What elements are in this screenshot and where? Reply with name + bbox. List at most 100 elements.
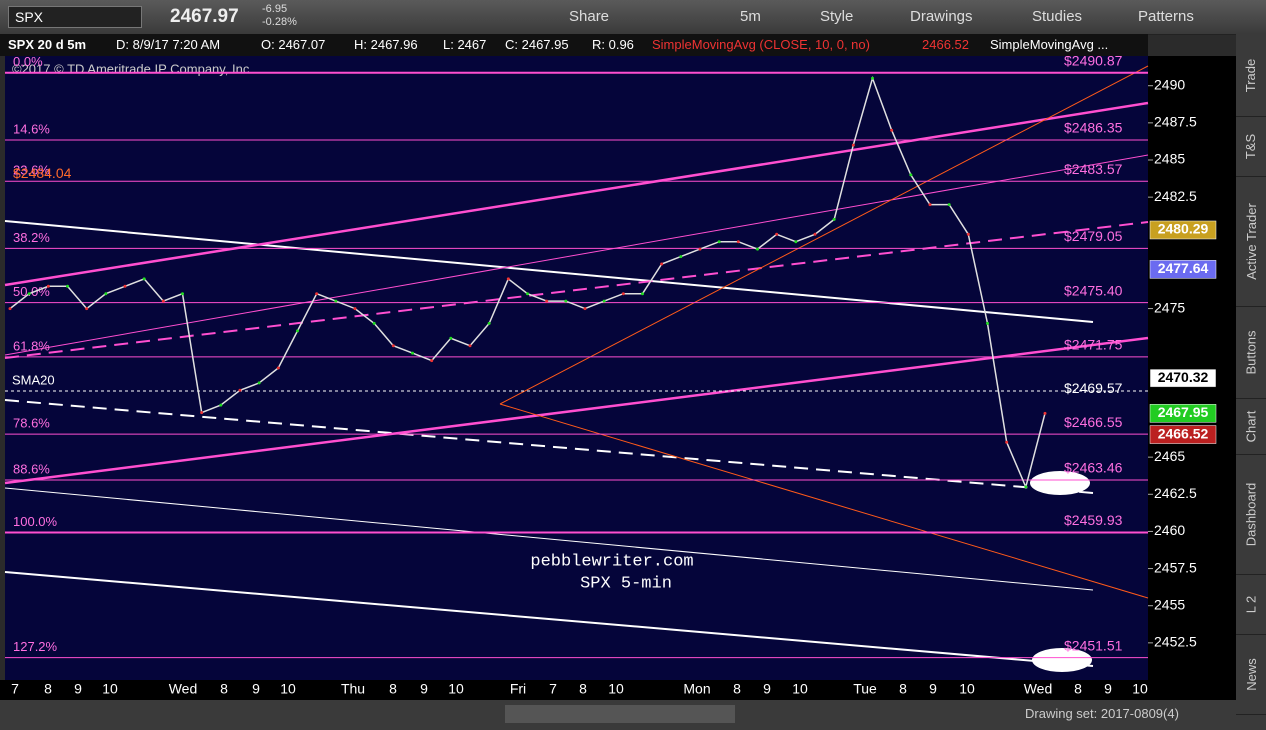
info: R: 0.96	[592, 37, 634, 52]
info: D: 8/9/17 7:20 AM	[116, 37, 221, 52]
side-tab-label: Active Trader	[1243, 202, 1259, 280]
fib-label: 14.6%	[13, 121, 50, 136]
change: -6.95	[262, 3, 288, 15]
info: H: 2467.96	[354, 37, 418, 52]
side-tab[interactable]: Chart	[1236, 398, 1266, 455]
fib-label: 100.0%	[13, 514, 58, 529]
fib-label: 127.2%	[13, 639, 58, 654]
time-axis-bg	[0, 680, 1236, 700]
fib-label: 23.6%	[13, 163, 50, 178]
badge-label: 2466.52	[1158, 425, 1209, 441]
study-value: 2466.52	[922, 37, 969, 52]
study: SimpleMovingAvg (CLOSE, 10, 0, no)	[652, 37, 870, 52]
price-point	[660, 262, 664, 266]
x-tick-label: Mon	[683, 681, 710, 697]
fib-price: $2463.46	[1064, 460, 1123, 476]
price-point	[276, 366, 280, 370]
price-point	[353, 307, 357, 311]
price-point	[391, 344, 395, 348]
fib-label: 78.6%	[13, 416, 50, 431]
side-tab-label: L 2	[1243, 595, 1259, 613]
x-tick-label: 10	[792, 681, 808, 697]
x-tick-label: 8	[733, 681, 741, 697]
annotation: SPX 5-min	[580, 574, 672, 593]
info: O: 2467.07	[261, 37, 326, 52]
side-tab[interactable]: Buttons	[1236, 306, 1266, 399]
x-tick-label: 10	[959, 681, 975, 697]
price-point	[986, 321, 989, 325]
chart: ©2017 © TD Ameritrade IP Company, Inc. p…	[0, 56, 1236, 730]
drawing-set[interactable]: Drawing set: 2017-0809(4)	[1025, 706, 1179, 721]
price-point	[238, 388, 242, 392]
price-point	[142, 277, 146, 281]
change-pct: -0.28%	[262, 16, 297, 28]
y-tick-label: 2457.5	[1154, 559, 1197, 575]
side-tab[interactable]: L 2	[1236, 574, 1266, 635]
y-tick-label: 2490	[1154, 76, 1185, 92]
x-tick-label: 10	[448, 681, 464, 697]
price-point	[679, 255, 683, 259]
price-badge	[1149, 260, 1217, 279]
fib-price: $2475.40	[1064, 282, 1123, 298]
price-point	[966, 232, 970, 236]
price-point	[756, 247, 759, 251]
side-tab[interactable]: News	[1236, 634, 1266, 715]
price-point	[85, 307, 89, 311]
fib-price: $2459.93	[1064, 512, 1123, 528]
y-tick-label: 2485	[1154, 151, 1185, 167]
price-point	[430, 359, 434, 363]
price-badge	[1149, 368, 1217, 388]
x-tick-label: Tue	[853, 681, 877, 697]
button[interactable]: Style	[820, 8, 854, 25]
price-point	[698, 247, 702, 251]
scroll-thumb[interactable]	[505, 705, 735, 723]
level-label: $2484.04	[13, 165, 72, 181]
side-tab[interactable]: T&S	[1236, 116, 1266, 177]
price-point	[583, 307, 587, 311]
price-badge	[1149, 425, 1217, 444]
level-label: $2469.57	[1064, 380, 1123, 396]
badge-label: 2480.29	[1158, 221, 1209, 237]
button[interactable]: Drawings	[910, 8, 973, 25]
x-tick-label: 8	[899, 681, 907, 697]
button[interactable]: Share	[569, 8, 610, 25]
button[interactable]: Patterns	[1138, 8, 1194, 25]
price-point	[909, 173, 913, 177]
price-point	[449, 336, 453, 340]
side-tab[interactable]: Active Trader	[1236, 176, 1266, 307]
x-tick-label: Thu	[341, 681, 365, 697]
price-point	[621, 292, 625, 296]
x-tick-label: 7	[549, 681, 557, 697]
price-point	[411, 351, 414, 355]
x-tick-label: Wed	[169, 681, 198, 697]
fib-price: $2486.35	[1064, 120, 1123, 136]
price-point	[947, 203, 951, 207]
button[interactable]: Studies	[1032, 8, 1083, 25]
price-point	[1005, 440, 1009, 444]
side-tab-label: Buttons	[1243, 329, 1259, 375]
x-tick-label: 8	[220, 681, 228, 697]
side-tabs: Trade T&S Active Trader Buttons Chart Dashboa…	[1236, 34, 1266, 730]
fib-label: 50.0%	[13, 284, 50, 299]
x-tick-label: 9	[252, 681, 260, 697]
fib-label: 88.6%	[13, 461, 50, 476]
symbol-box[interactable]: SPX	[8, 6, 142, 28]
button[interactable]: 5m	[740, 8, 761, 25]
x-tick-label: 8	[389, 681, 397, 697]
y-tick-label: 2455	[1154, 596, 1185, 612]
side-tab[interactable]: Dashboard	[1236, 454, 1266, 575]
y-tick-label: 2487.5	[1154, 114, 1197, 130]
fib-price: $2471.75	[1064, 337, 1123, 353]
toolbar: SPX 2467.97 -6.95 -0.28% Share 5m Style …	[0, 0, 1266, 35]
side-tab[interactable]: Trade	[1236, 34, 1266, 117]
y-tick-label: 2475	[1154, 299, 1185, 315]
x-tick-label: 8	[44, 681, 52, 697]
last-price: 2467.97	[170, 6, 239, 27]
price-point	[794, 240, 798, 244]
badge-label: 2470.32	[1158, 369, 1209, 385]
x-tick-label: 9	[420, 681, 428, 697]
x-tick-label: Fri	[510, 681, 526, 697]
price-point	[775, 232, 779, 236]
price-badge	[1149, 404, 1217, 423]
